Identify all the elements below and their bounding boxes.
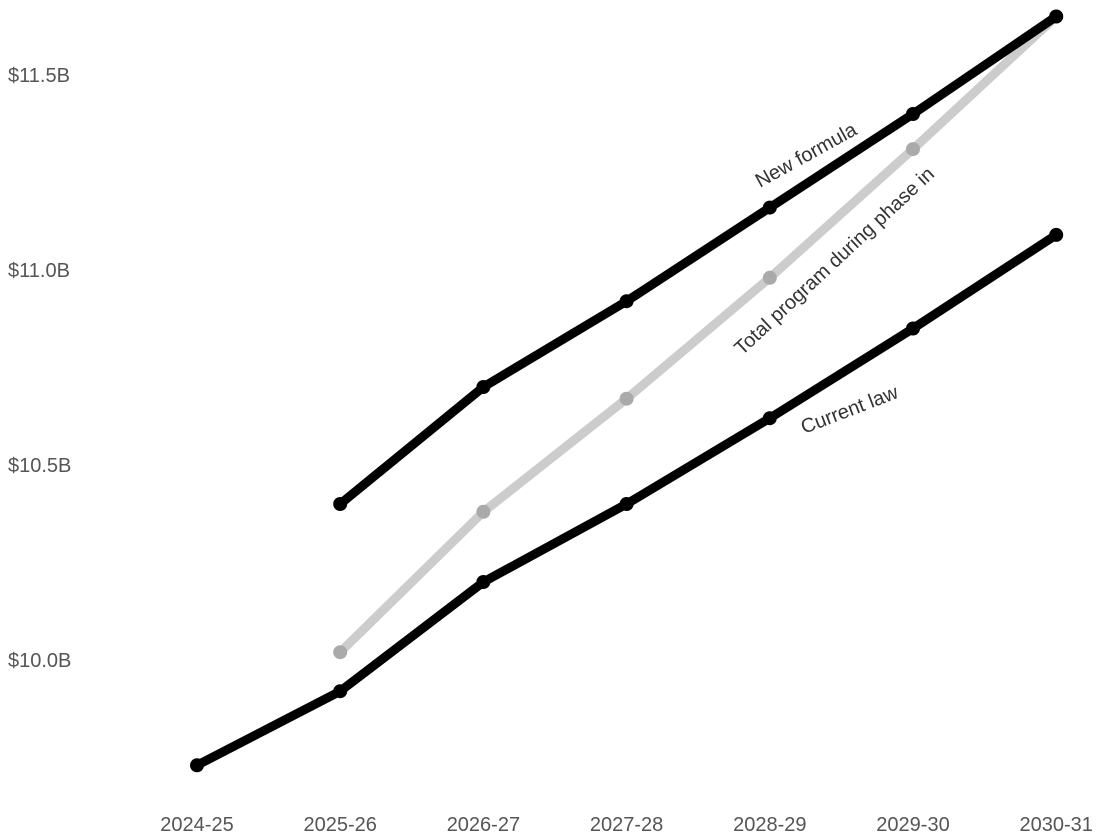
x-tick-label: 2026-27 xyxy=(447,814,520,836)
data-point-total-program-during-phase-in xyxy=(333,645,348,660)
data-point-total-program-during-phase-in xyxy=(476,504,491,519)
data-point-current-law xyxy=(190,758,204,773)
y-tick-label: $11.0B xyxy=(8,260,70,282)
x-tick-label: 2030-31 xyxy=(1019,814,1092,836)
data-point-new-formula xyxy=(619,294,634,309)
data-point-current-law xyxy=(1049,227,1064,242)
data-point-current-law xyxy=(619,497,634,511)
data-point-new-formula xyxy=(906,107,920,121)
y-tick-label: $10.0B xyxy=(8,650,71,672)
data-point-new-formula xyxy=(476,380,491,394)
y-tick-label: $10.5B xyxy=(8,455,71,477)
series-line-new-formula xyxy=(335,12,1061,509)
data-point-new-formula xyxy=(1049,9,1064,24)
data-point-current-law xyxy=(333,684,348,699)
data-point-new-formula xyxy=(762,200,777,215)
x-tick-label: 2027-28 xyxy=(590,814,663,836)
series-layer xyxy=(190,9,1064,773)
data-point-total-program-during-phase-in xyxy=(619,391,634,406)
x-tick-label: 2024-25 xyxy=(160,814,233,836)
x-axis: 2024-25 2025-26 2026-27 2027-28 2028-29 2029-… xyxy=(160,814,1093,836)
data-point-total-program-during-phase-in xyxy=(906,142,920,157)
data-point-new-formula xyxy=(333,497,348,511)
series-line-total-program-during-phase-in xyxy=(335,12,1061,657)
x-tick-label: 2029-30 xyxy=(876,814,949,836)
y-tick-label: $11.5B xyxy=(8,65,70,87)
x-tick-label: 2028-29 xyxy=(733,814,806,836)
data-point-current-law xyxy=(762,411,777,426)
data-point-total-program-during-phase-in xyxy=(762,270,777,285)
data-point-current-law xyxy=(476,575,491,589)
x-tick-label: 2025-26 xyxy=(303,814,376,836)
data-point-current-law xyxy=(906,321,920,336)
y-axis: $10.0B $10.5B $11.0B $11.5B xyxy=(8,65,71,672)
